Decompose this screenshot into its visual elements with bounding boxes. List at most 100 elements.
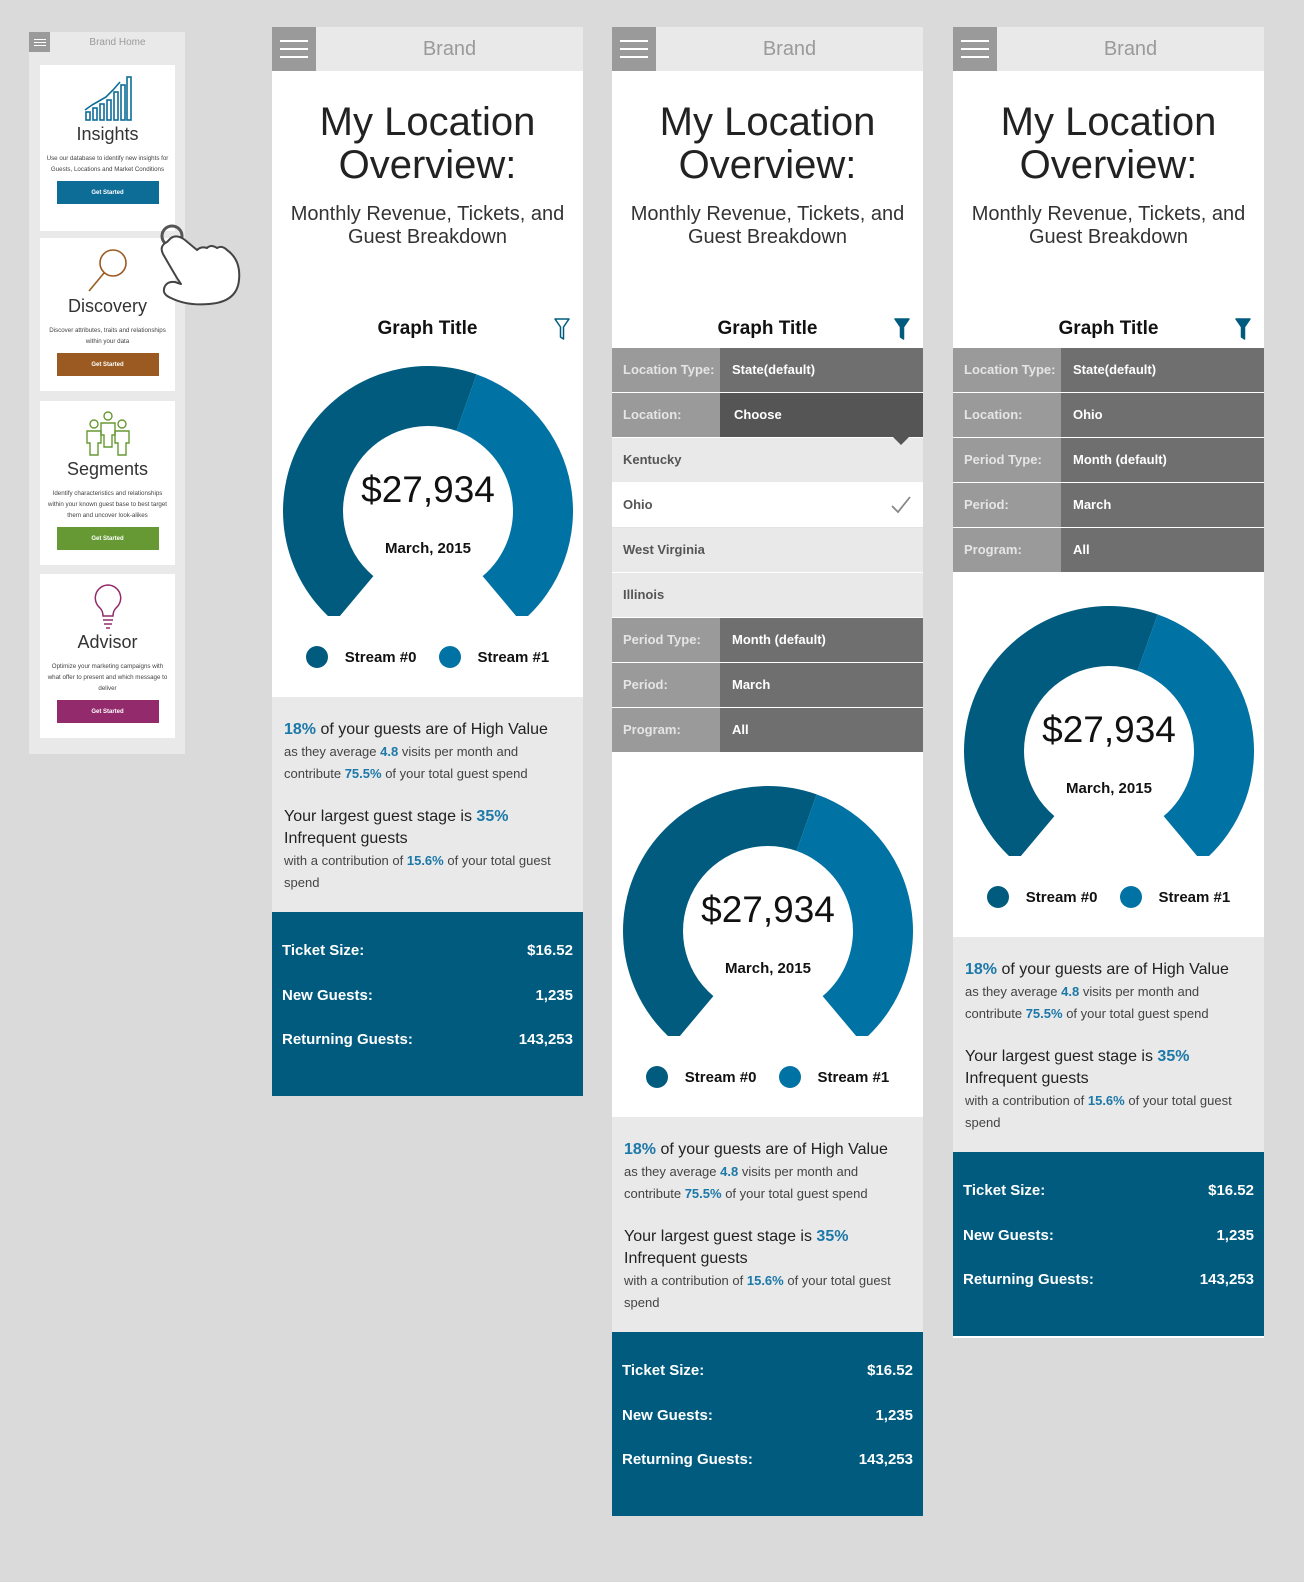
legend-dot: [1119, 886, 1142, 908]
filter-label: Period Type:: [612, 618, 720, 662]
filter-label: Period:: [953, 483, 1061, 527]
text-span: with a contribution of: [284, 853, 407, 868]
stage-contribution-text: with a contribution of 15.6% of your tot…: [284, 850, 571, 872]
menu-icon[interactable]: [272, 27, 316, 71]
donut-center-label: March, 2015: [1066, 780, 1152, 797]
text-span: as they average: [624, 1164, 721, 1179]
card-title: Advisor: [77, 632, 138, 652]
kpi-value: $16.52: [1208, 1182, 1254, 1199]
filter-icon[interactable]: [1235, 318, 1251, 340]
high-value-heading: 18% of your guests are of High Value: [624, 1139, 911, 1161]
legend-item-stream-1: Stream #1: [778, 1066, 889, 1088]
page-subtitle-line: Guest Breakdown: [1029, 226, 1188, 248]
filter-period[interactable]: Period: March: [953, 483, 1264, 528]
highlight-value: 35%: [1157, 1048, 1190, 1065]
guest-stats: 18% of your guests are of High Value as …: [953, 937, 1264, 1152]
guest-stage-heading: Your largest guest stage is 35%: [624, 1226, 911, 1248]
card-insights: Insights Use our database to identify ne…: [40, 65, 175, 231]
bar-chart-icon: [84, 76, 132, 121]
contribution-text: contribute 75.5% of your total guest spe…: [624, 1183, 911, 1205]
filter-location-type[interactable]: Location Type: State(default): [953, 348, 1264, 393]
filter-icon[interactable]: [894, 318, 910, 340]
filter-value[interactable]: March: [720, 663, 923, 707]
kpi-panel: Ticket Size: $16.52 New Guests: 1,235 Retu…: [272, 912, 583, 1096]
discovery-get-started-button[interactable]: Get Started: [56, 353, 159, 376]
filter-period[interactable]: Period: March: [612, 663, 923, 708]
kpi-label: Returning Guests:: [282, 1031, 413, 1048]
kpi-value: 143,253: [858, 1451, 913, 1468]
filter-period-type[interactable]: Period Type: Month (default): [953, 438, 1264, 483]
stage-contribution-end: spend: [284, 875, 320, 890]
text-span: contribute: [624, 1186, 685, 1201]
magnifier-icon: [87, 249, 127, 292]
graph-title: Graph Title: [1058, 318, 1159, 339]
filter-value[interactable]: March: [1061, 483, 1264, 527]
graph-title: Graph Title: [717, 318, 818, 339]
kpi-new-guests: New Guests: 1,235: [963, 1227, 1254, 1272]
header-bar: Brand: [953, 27, 1264, 71]
guest-stage-heading: Your largest guest stage is 35%: [965, 1046, 1252, 1068]
location-option-west-virginia[interactable]: West Virginia: [612, 528, 923, 573]
filter-value[interactable]: State(default): [720, 348, 923, 392]
filter-label: Location Type:: [953, 348, 1061, 392]
filter-program[interactable]: Program: All: [612, 708, 923, 752]
filter-value[interactable]: Ohio: [1061, 393, 1264, 437]
filter-label: Period:: [612, 663, 720, 707]
filter-program[interactable]: Program: All: [953, 528, 1264, 572]
check-icon: [891, 496, 911, 514]
brand-label: Brand: [762, 38, 817, 60]
insights-get-started-button[interactable]: Get Started: [56, 181, 159, 204]
highlight-value: 4.8: [1061, 984, 1080, 999]
page-title: My Location Overview:: [272, 101, 583, 187]
text-span: of your guests are of High Value: [997, 961, 1229, 978]
filter-location-type[interactable]: Location Type: State(default): [612, 348, 923, 393]
filter-label: Location Type:: [612, 348, 720, 392]
kpi-panel: Ticket Size: $16.52 New Guests: 1,235 Retu…: [953, 1152, 1264, 1336]
filter-value[interactable]: State(default): [1061, 348, 1264, 392]
highlight-value: 18%: [284, 721, 317, 738]
kpi-ticket-size: Ticket Size: $16.52: [963, 1182, 1254, 1227]
text-span: of your total guest: [1124, 1093, 1232, 1108]
filter-icon[interactable]: [554, 318, 570, 340]
segments-get-started-button[interactable]: Get Started: [56, 527, 159, 550]
location-select[interactable]: Choose: [720, 393, 923, 445]
filter-label: Program:: [612, 708, 720, 752]
menu-icon[interactable]: [953, 27, 997, 71]
menu-icon[interactable]: [612, 27, 656, 71]
kpi-value: 143,253: [1199, 1271, 1254, 1288]
donut-center-value: $27,934: [1042, 709, 1176, 750]
location-option-kentucky[interactable]: Kentucky: [612, 438, 923, 483]
kpi-returning-guests: Returning Guests: 143,253: [622, 1451, 913, 1496]
overview-screen-location-dropdown: Brand My Location Overview: Monthly Reve…: [612, 27, 923, 1516]
location-option-illinois[interactable]: Illinois: [612, 573, 923, 618]
filter-panel: Location Type: State(default) Location: Oh…: [953, 348, 1264, 572]
legend-dot: [986, 886, 1009, 908]
filter-location[interactable]: Location: Choose: [612, 393, 923, 445]
donut-center-value: $27,934: [361, 469, 495, 510]
text-span: with a contribution of: [624, 1273, 747, 1288]
filter-value[interactable]: All: [720, 708, 923, 752]
guest-stage-name: Infrequent guests: [624, 1250, 748, 1267]
highlight-value: 35%: [476, 808, 509, 825]
filter-value[interactable]: All: [1061, 528, 1264, 572]
overview-screen-filters-applied: Brand My Location Overview: Monthly Reve…: [953, 27, 1264, 1338]
card-advisor: Advisor Optimize your marketing campaign…: [40, 574, 175, 738]
stage-contribution-end: spend: [624, 1295, 660, 1310]
text-span: visits per month and: [738, 1164, 859, 1179]
filter-value: Choose: [734, 407, 782, 422]
header-bar: Brand: [612, 27, 923, 71]
stage-contribution-text: with a contribution of 15.6% of your tot…: [965, 1090, 1252, 1112]
filter-label: Location:: [953, 393, 1061, 437]
advisor-get-started-button[interactable]: Get Started: [56, 700, 159, 723]
filter-period-type[interactable]: Period Type: Month (default): [612, 618, 923, 663]
legend-dot: [305, 646, 328, 668]
overview-screen-default: Brand My Location Overview: Monthly Reve…: [272, 27, 583, 1096]
filter-location[interactable]: Location: Ohio: [953, 393, 1264, 438]
menu-icon[interactable]: [29, 32, 50, 52]
page-title-line: My Location: [659, 100, 876, 144]
location-option-ohio[interactable]: Ohio: [612, 483, 923, 528]
filter-value[interactable]: Month (default): [720, 618, 923, 662]
contribution-text: contribute 75.5% of your total guest spe…: [284, 763, 571, 785]
text-span: visits per month and: [398, 744, 519, 759]
filter-value[interactable]: Month (default): [1061, 438, 1264, 482]
